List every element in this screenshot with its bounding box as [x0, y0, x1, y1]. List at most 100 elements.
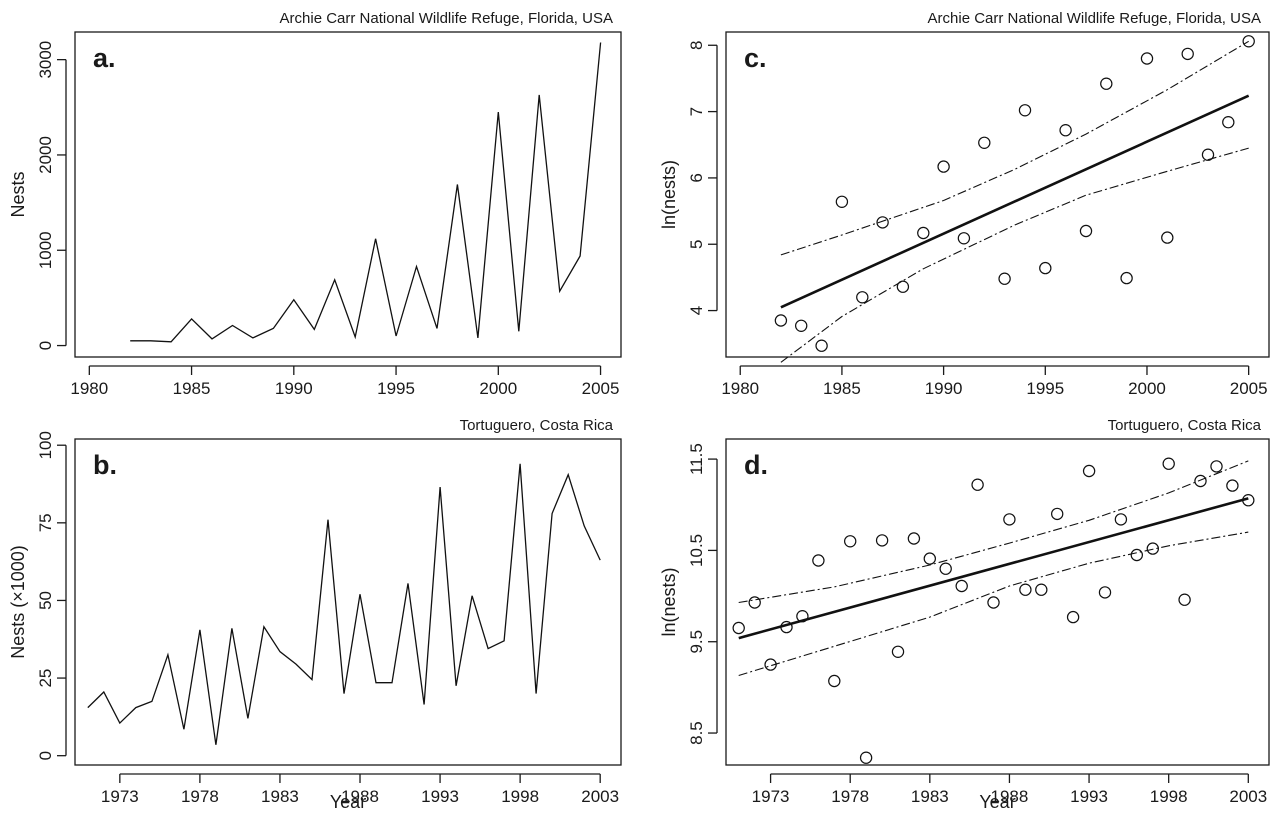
panel-d-point	[1242, 494, 1255, 507]
panel-c-point	[774, 314, 788, 327]
panel-c-point	[1161, 231, 1174, 244]
panel-c-y-tick-label: 4	[687, 306, 706, 315]
panel-c-point	[815, 339, 828, 352]
panel-d-point	[1162, 457, 1175, 470]
panel-d-point	[1210, 460, 1223, 473]
panel-d-point	[748, 596, 761, 609]
panel-b-y-tick-label: 0	[36, 751, 55, 760]
panel-d-point	[828, 674, 841, 688]
panel-d-point	[1194, 474, 1207, 488]
panel-d-point	[732, 621, 745, 635]
panel-d-point	[971, 478, 984, 491]
panel-c-point	[835, 195, 849, 208]
panel-b-x-axis-title: Year	[330, 792, 366, 812]
panel-a-x-tick-label: 1985	[173, 379, 211, 398]
panel-d-point	[1019, 583, 1032, 596]
panel-d-point	[812, 554, 825, 567]
panel-d-x-tick-label: 1993	[1070, 787, 1108, 806]
panel-c-point	[1181, 47, 1194, 61]
panel-c-point	[1039, 261, 1052, 275]
panel-a-x-tick-label: 2005	[582, 379, 620, 398]
panel-c-point	[1201, 148, 1215, 161]
panel-d-point	[1066, 610, 1080, 624]
panel-d-x-tick-label: 1998	[1150, 787, 1188, 806]
panel-d-point	[796, 610, 809, 623]
panel-c-y-tick-label: 6	[687, 173, 706, 182]
panel-a-frame	[74, 31, 622, 358]
panel-c-point	[937, 160, 950, 173]
panel-d-x-tick-label: 1983	[911, 787, 949, 806]
panel-c-point	[856, 291, 869, 304]
panel-d-point	[859, 751, 873, 764]
panel-c-frame	[725, 31, 1270, 358]
panel-c-point	[896, 280, 910, 293]
panel-a-panel-letter: a.	[93, 43, 116, 73]
panel-a-y-tick-label: 1000	[36, 231, 55, 269]
panel-c-point	[1140, 52, 1154, 65]
panel-b-panel-letter: b.	[93, 450, 117, 480]
panel-d-x-tick-label: 1978	[831, 787, 869, 806]
panel-d-point	[955, 579, 968, 593]
panel-b-x-tick-label: 1998	[501, 787, 539, 806]
panel-b-y-tick-label: 50	[36, 591, 55, 610]
panel-b-y-axis-title: Nests (×1000)	[8, 545, 28, 659]
panel-d-panel-letter: d.	[744, 450, 768, 480]
panel-c-x-tick-label: 2005	[1230, 379, 1268, 398]
panel-c-point	[1222, 115, 1235, 129]
panel-d-y-axis-title: ln(nests)	[659, 567, 679, 636]
panel-b-x-tick-label: 1978	[181, 787, 219, 806]
panel-b-y-tick-label: 25	[36, 669, 55, 688]
panel-a: Archie Carr National Wildlife Refuge, Fl…	[8, 10, 622, 398]
panel-c-point	[1079, 224, 1093, 238]
panel-a-x-tick-label: 1980	[70, 379, 108, 398]
panel-d-y-tick-label: 11.5	[687, 443, 706, 475]
panel-c-y-axis-title: ln(nests)	[659, 160, 679, 229]
panel-d-point	[1082, 464, 1096, 478]
panel-a-x-tick-label: 1995	[377, 379, 415, 398]
panel-d-y-tick-label: 8.5	[687, 721, 706, 745]
panel-d-point	[1226, 479, 1239, 492]
panel-b-y-tick-label: 100	[36, 431, 55, 459]
panel-a-series-line	[130, 42, 602, 343]
panel-c-ci-lower	[780, 147, 1249, 363]
panel-d-ci-upper	[738, 460, 1249, 604]
panel-c-fit-line	[780, 94, 1250, 309]
panel-d-point	[891, 645, 905, 659]
panel-b: Tortuguero, Costa Rica b. 1973 1978 1983 1988…	[8, 417, 622, 812]
panel-d-point	[1178, 593, 1191, 606]
panel-d-y-tick-label: 10.5	[687, 534, 706, 567]
panel-c-panel-letter: c.	[744, 43, 767, 73]
panel-c-point	[917, 226, 930, 240]
panel-d-x-tick-label: 2003	[1229, 787, 1267, 806]
panel-c-point	[1059, 123, 1072, 137]
panel-d-point	[907, 532, 921, 545]
panel-c-x-tick-label: 1990	[925, 379, 963, 398]
panel-d-point	[923, 552, 937, 565]
panel-b-x-tick-label: 1993	[421, 787, 459, 806]
panel-d-point	[844, 535, 857, 548]
panel-c-y-tick-label: 5	[687, 240, 706, 249]
panel-c-y-tick-label: 8	[687, 41, 706, 50]
panel-d-point	[1130, 548, 1144, 562]
panel-c-point	[795, 319, 808, 332]
panel-d-point	[987, 596, 1000, 609]
panel-c-point	[998, 272, 1011, 285]
panel-b-x-tick-label: 1983	[261, 787, 299, 806]
panel-d-point	[764, 658, 777, 671]
panel-c-point	[876, 216, 889, 229]
panel-d-point	[1003, 513, 1016, 526]
panel-d-frame	[725, 438, 1270, 766]
panel-d: Tortuguero, Costa Rica d. 1973 1978 1983 1988…	[659, 417, 1270, 812]
panel-a-x-tick-label: 2000	[479, 379, 517, 398]
panel-d-point	[1098, 586, 1112, 599]
panel-c-x-tick-label: 1980	[721, 379, 759, 398]
panel-a-x-tick-label: 1990	[275, 379, 313, 398]
panel-d-x-tick-label: 1988	[991, 787, 1029, 806]
panel-a-y-tick-label: 0	[36, 341, 55, 350]
panel-a-y-tick-label: 3000	[36, 41, 55, 79]
panel-c: Archie Carr National Wildlife Refuge, Fl…	[659, 10, 1270, 398]
panel-a-y-tick-label: 2000	[36, 136, 55, 174]
panel-d-point	[1146, 542, 1160, 555]
panel-b-frame	[74, 438, 622, 766]
